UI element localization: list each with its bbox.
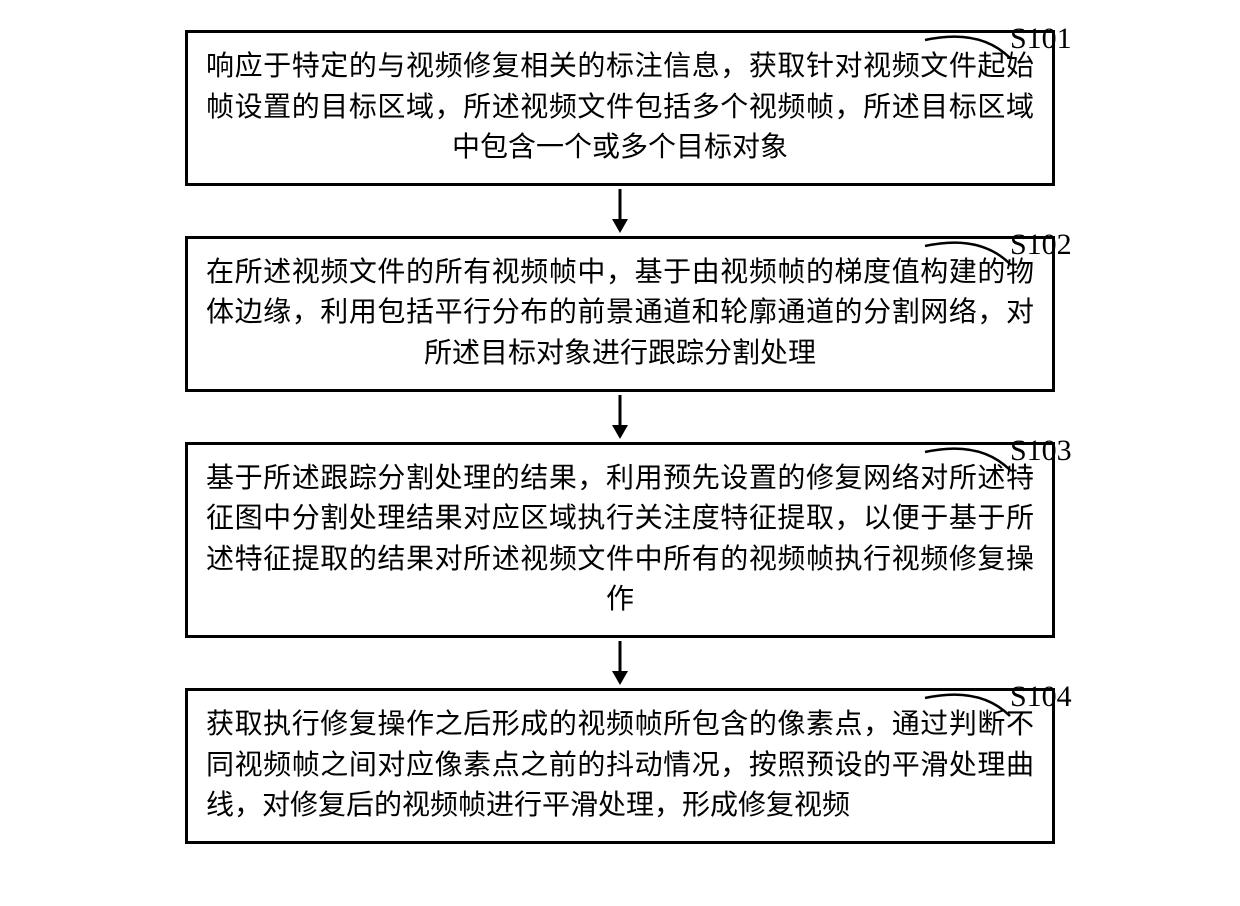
step-label: S102: [1010, 228, 1072, 262]
step-text: 响应于特定的与视频修复相关的标注信息，获取针对视频文件起始帧设置的目标区域，所述…: [206, 51, 1034, 163]
arrow-down-icon: [610, 641, 630, 685]
step-text: 获取执行修复操作之后形成的视频帧所包含的像素点，通过判断不同视频帧之间对应像素点…: [206, 709, 1034, 821]
arrow-down-icon: [610, 189, 630, 233]
step-s103: 基于所述跟踪分割处理的结果，利用预先设置的修复网络对所述特征图中分割处理结果对应…: [50, 442, 1190, 638]
arrow-down-icon: [610, 395, 630, 439]
step-text: 基于所述跟踪分割处理的结果，利用预先设置的修复网络对所述特征图中分割处理结果对应…: [206, 463, 1034, 616]
step-s104: 获取执行修复操作之后形成的视频帧所包含的像素点，通过判断不同视频帧之间对应像素点…: [50, 688, 1190, 844]
arrow: [610, 186, 630, 236]
arrow: [610, 392, 630, 442]
flowchart: 响应于特定的与视频修复相关的标注信息，获取针对视频文件起始帧设置的目标区域，所述…: [50, 30, 1190, 844]
step-label: S101: [1010, 22, 1072, 56]
step-s101: 响应于特定的与视频修复相关的标注信息，获取针对视频文件起始帧设置的目标区域，所述…: [50, 30, 1190, 186]
step-text: 在所述视频文件的所有视频帧中，基于由视频帧的梯度值构建的物体边缘，利用包括平行分…: [206, 257, 1034, 369]
step-label: S104: [1010, 680, 1072, 714]
step-s102: 在所述视频文件的所有视频帧中，基于由视频帧的梯度值构建的物体边缘，利用包括平行分…: [50, 236, 1190, 392]
arrow: [610, 638, 630, 688]
step-label: S103: [1010, 434, 1072, 468]
